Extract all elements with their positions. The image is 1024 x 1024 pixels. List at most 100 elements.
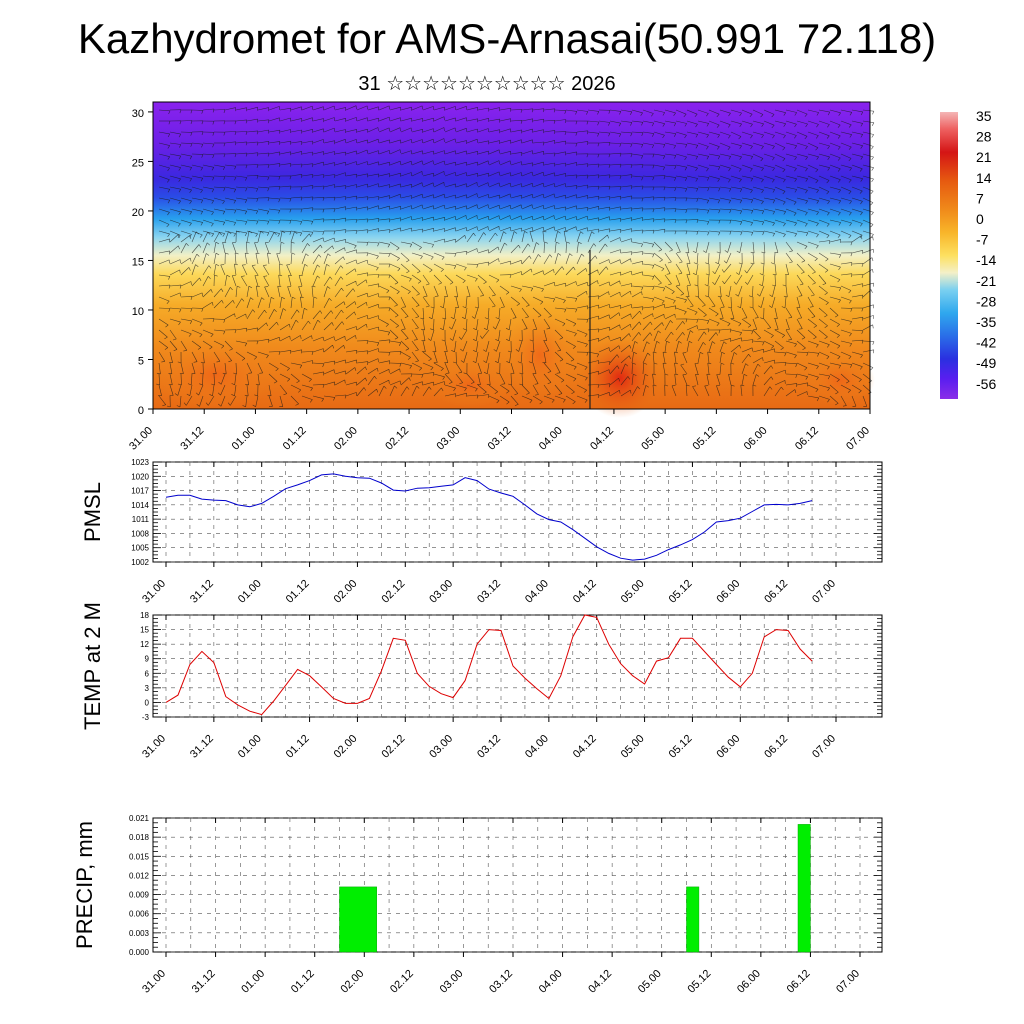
wind-barb-flag: [322, 209, 325, 213]
wind-barb-flag: [836, 379, 840, 383]
wind-barb: [738, 263, 743, 275]
x-tick-label: 31.12: [178, 425, 206, 453]
wind-barb: [455, 263, 467, 268]
wind-barb: [488, 140, 500, 144]
wind-barb-flag: [761, 221, 765, 226]
wind-barb: [774, 362, 787, 364]
wind-barb: [411, 307, 420, 317]
wind-barb: [389, 285, 400, 292]
wind-barb: [543, 193, 555, 199]
wind-barb: [631, 120, 643, 123]
wind-barb: [191, 142, 203, 145]
wind-barb-flag: [652, 313, 654, 318]
wind-barb-flag: [428, 358, 432, 362]
wind-barb-flag: [738, 168, 742, 172]
wind-barb: [697, 328, 709, 331]
wind-barb: [158, 142, 170, 146]
wind-barb: [257, 351, 269, 356]
wind-barb: [829, 384, 839, 393]
wind-barb: [389, 274, 399, 283]
wind-barb-flag: [300, 141, 303, 145]
wind-barb: [323, 140, 335, 144]
wind-barb: [554, 253, 559, 265]
wind-barb-flag: [334, 361, 336, 365]
wind-barb-flag: [232, 300, 235, 304]
wind-barb: [422, 381, 434, 386]
wind-barb: [631, 251, 643, 254]
wind-barb: [543, 351, 547, 363]
precip-bar: [686, 886, 700, 953]
wind-barb: [851, 339, 864, 342]
wind-barb: [719, 338, 731, 342]
wind-barb: [818, 230, 830, 236]
wind-barb: [529, 231, 534, 243]
wind-barb-flag: [739, 210, 743, 215]
wind-barb-flag: [214, 274, 218, 277]
wind-barb: [477, 182, 489, 188]
wind-barb: [378, 385, 385, 397]
wind-barb: [807, 351, 819, 354]
wind-barb-flag: [694, 311, 698, 315]
wind-barb-flag: [289, 175, 292, 180]
wind-barb-flag: [849, 343, 852, 347]
wind-barb-flag: [684, 299, 687, 303]
wind-barb-flag: [651, 298, 655, 303]
wind-barb: [829, 164, 841, 170]
wind-barb: [565, 151, 577, 155]
wind-barb: [785, 109, 797, 113]
wind-barb-flag: [168, 120, 171, 125]
wind-barb-flag: [344, 394, 347, 399]
wind-barb-flag: [289, 208, 292, 213]
wind-barb-flag: [696, 319, 699, 323]
wind-barb: [180, 267, 190, 276]
wind-barb: [510, 244, 519, 254]
wind-barb: [862, 120, 874, 123]
wind-barb: [697, 307, 707, 316]
wind-barb: [807, 164, 819, 170]
wind-barb: [488, 395, 500, 401]
wind-barb: [202, 164, 214, 168]
wind-barb-flag: [566, 241, 571, 244]
wind-barb: [774, 153, 786, 159]
wind-barb: [565, 226, 577, 232]
wind-barb-flag: [483, 360, 487, 363]
wind-barb: [862, 269, 873, 276]
wind-barb: [180, 362, 184, 374]
wind-barb: [565, 351, 575, 360]
wind-barb-flag: [167, 145, 170, 149]
wind-barb-flag: [678, 272, 683, 275]
y-tick-label: 15: [140, 626, 149, 635]
wind-barb-flag: [663, 218, 666, 223]
wind-barb: [642, 241, 654, 245]
wind-barb-flag: [268, 141, 270, 145]
wind-barb: [202, 265, 210, 276]
wind-barb: [664, 296, 676, 301]
wind-barb-flag: [233, 200, 236, 204]
wind-barb: [587, 163, 600, 166]
wind-barb-flag: [356, 196, 358, 200]
wind-barb-flag: [627, 376, 630, 380]
wind-barb: [356, 161, 368, 166]
wind-barb: [433, 182, 445, 188]
wind-barb: [763, 142, 775, 147]
wind-barb: [752, 349, 764, 353]
wind-barb-flag: [408, 278, 412, 282]
wind-barb-flag: [668, 283, 672, 286]
wind-barb: [400, 241, 412, 245]
wind-barb-flag: [227, 402, 231, 406]
wind-barb: [235, 119, 247, 122]
wind-barb: [829, 109, 841, 114]
wind-barb-flag: [244, 199, 248, 203]
wind-barb-flag: [659, 259, 663, 263]
wind-barb: [565, 253, 570, 265]
wind-barb: [653, 285, 665, 289]
wind-barb: [840, 197, 852, 202]
wind-barb: [235, 152, 248, 155]
wind-barb-flag: [771, 114, 775, 118]
wind-barb: [464, 307, 468, 319]
wind-barb-flag: [811, 316, 816, 318]
wind-barb: [642, 263, 654, 266]
wind-barb-flag: [707, 177, 710, 181]
wind-barb: [411, 150, 423, 155]
wind-barb-flag: [573, 366, 577, 370]
